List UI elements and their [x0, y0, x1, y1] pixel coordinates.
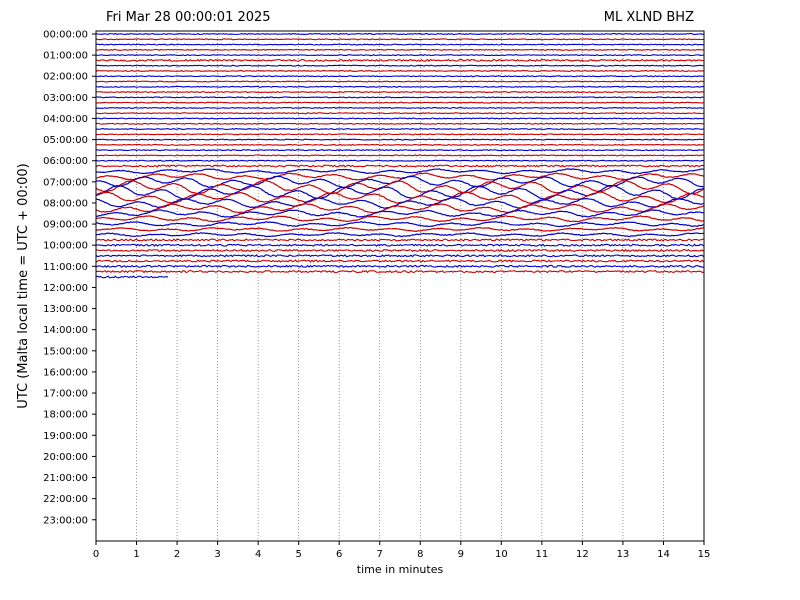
- x-tick-label: 10: [495, 549, 508, 560]
- trace-line: [95, 175, 704, 188]
- y-tick-label: 05:00:00: [43, 135, 88, 146]
- y-tick-label: 07:00:00: [43, 177, 88, 188]
- x-tick-label: 0: [93, 549, 99, 560]
- trace-line: [95, 238, 704, 242]
- x-tick-label: 12: [576, 549, 589, 560]
- y-tick-label: 06:00:00: [43, 156, 88, 167]
- y-tick-label: 13:00:00: [43, 304, 88, 315]
- x-tick-label: 5: [295, 549, 301, 560]
- y-tick-label: 15:00:00: [43, 346, 88, 357]
- chart-title-station: ML XLND BHZ: [603, 10, 694, 25]
- y-axis-ticks: 00:00:00 01:00:00 02:00:00 03:00:00 04:00:00…: [43, 30, 96, 526]
- trace-line: [95, 106, 704, 109]
- trace-line: [95, 215, 704, 223]
- y-tick-label: 02:00:00: [43, 72, 88, 83]
- trace-line: [95, 172, 704, 181]
- y-tick-label: 22:00:00: [43, 494, 88, 505]
- trace-line: [95, 179, 704, 195]
- trace-line: [95, 221, 704, 228]
- trace-line: [95, 149, 704, 152]
- y-tick-label: 11:00:00: [43, 262, 88, 273]
- y-tick-label: 23:00:00: [43, 515, 88, 526]
- trace-line: [95, 54, 704, 57]
- trace-line: [95, 96, 704, 99]
- trace-line: [95, 32, 704, 36]
- trace-line: [95, 154, 704, 157]
- y-tick-label: 21:00:00: [43, 473, 88, 484]
- trace-line: [95, 101, 704, 104]
- trace-line: [95, 122, 704, 125]
- trace-line: [95, 203, 704, 214]
- trace-line: [95, 64, 704, 67]
- trace-line: [95, 209, 704, 218]
- y-tick-label: 04:00:00: [43, 114, 88, 125]
- trace-line: [95, 117, 704, 120]
- y-tick-label: 19:00:00: [43, 431, 88, 442]
- y-tick-label: 03:00:00: [43, 93, 88, 104]
- trace-line: [95, 164, 704, 168]
- x-axis-label: time in minutes: [357, 563, 444, 576]
- trace-line: [95, 143, 704, 146]
- y-tick-label: 16:00:00: [43, 367, 88, 378]
- grid-lines: [136, 31, 664, 541]
- trace-line: [95, 168, 704, 175]
- trace-line: [95, 38, 704, 41]
- trace-line: [95, 75, 704, 78]
- trace-line: [95, 133, 704, 136]
- x-tick-label: 3: [214, 549, 220, 560]
- y-tick-label: 10:00:00: [43, 241, 88, 252]
- y-tick-label: 01:00:00: [43, 51, 88, 62]
- trace-line: [95, 69, 704, 73]
- trace-line: [95, 270, 704, 274]
- trace-line: [95, 80, 704, 83]
- x-tick-label: 4: [255, 549, 261, 560]
- x-tick-label: 1: [133, 549, 139, 560]
- plot-frame: [95, 30, 705, 542]
- trace-line: [95, 254, 704, 258]
- trace-line: [95, 264, 704, 268]
- x-axis-ticks: 0 1 2 3 4 5 6 7 8 9 10 11 12 13 14 15: [93, 541, 711, 560]
- trace-line: [95, 275, 169, 279]
- x-tick-label: 9: [458, 549, 464, 560]
- trace-line: [95, 128, 704, 131]
- trace-line: [95, 259, 704, 263]
- y-axis-label: UTC (Malta local time = UTC + 00:00): [16, 163, 31, 408]
- trace-line: [95, 138, 704, 141]
- x-tick-label: 8: [417, 549, 423, 560]
- x-tick-label: 7: [377, 549, 383, 560]
- y-tick-label: 12:00:00: [43, 283, 88, 294]
- trace-line: [95, 248, 704, 253]
- x-tick-label: 15: [698, 549, 711, 560]
- trace-line: [95, 159, 704, 162]
- chart-title-date: Fri Mar 28 00:00:01 2025: [106, 10, 271, 25]
- y-tick-label: 00:00:00: [43, 30, 88, 41]
- y-tick-label: 09:00:00: [43, 220, 88, 231]
- x-tick-label: 14: [657, 549, 670, 560]
- trace-line: [95, 232, 704, 238]
- y-tick-label: 17:00:00: [43, 389, 88, 400]
- y-tick-label: 18:00:00: [43, 410, 88, 421]
- trace-line: [95, 43, 704, 46]
- y-tick-label: 20:00:00: [43, 452, 88, 463]
- x-tick-label: 13: [617, 549, 630, 560]
- y-tick-label: 14:00:00: [43, 325, 88, 336]
- x-tick-label: 2: [174, 549, 180, 560]
- trace-line: [95, 91, 704, 94]
- trace-line: [95, 191, 704, 205]
- x-tick-label: 6: [336, 549, 342, 560]
- x-tick-label: 11: [535, 549, 548, 560]
- trace-line: [95, 197, 704, 209]
- trace-line: [95, 48, 704, 51]
- trace-line: [95, 58, 704, 63]
- trace-line: [95, 226, 704, 233]
- y-tick-label: 08:00:00: [43, 198, 88, 209]
- seismic-traces: [95, 32, 704, 279]
- trace-line: [95, 85, 704, 88]
- trace-line: [95, 243, 704, 247]
- trace-line: [95, 112, 704, 115]
